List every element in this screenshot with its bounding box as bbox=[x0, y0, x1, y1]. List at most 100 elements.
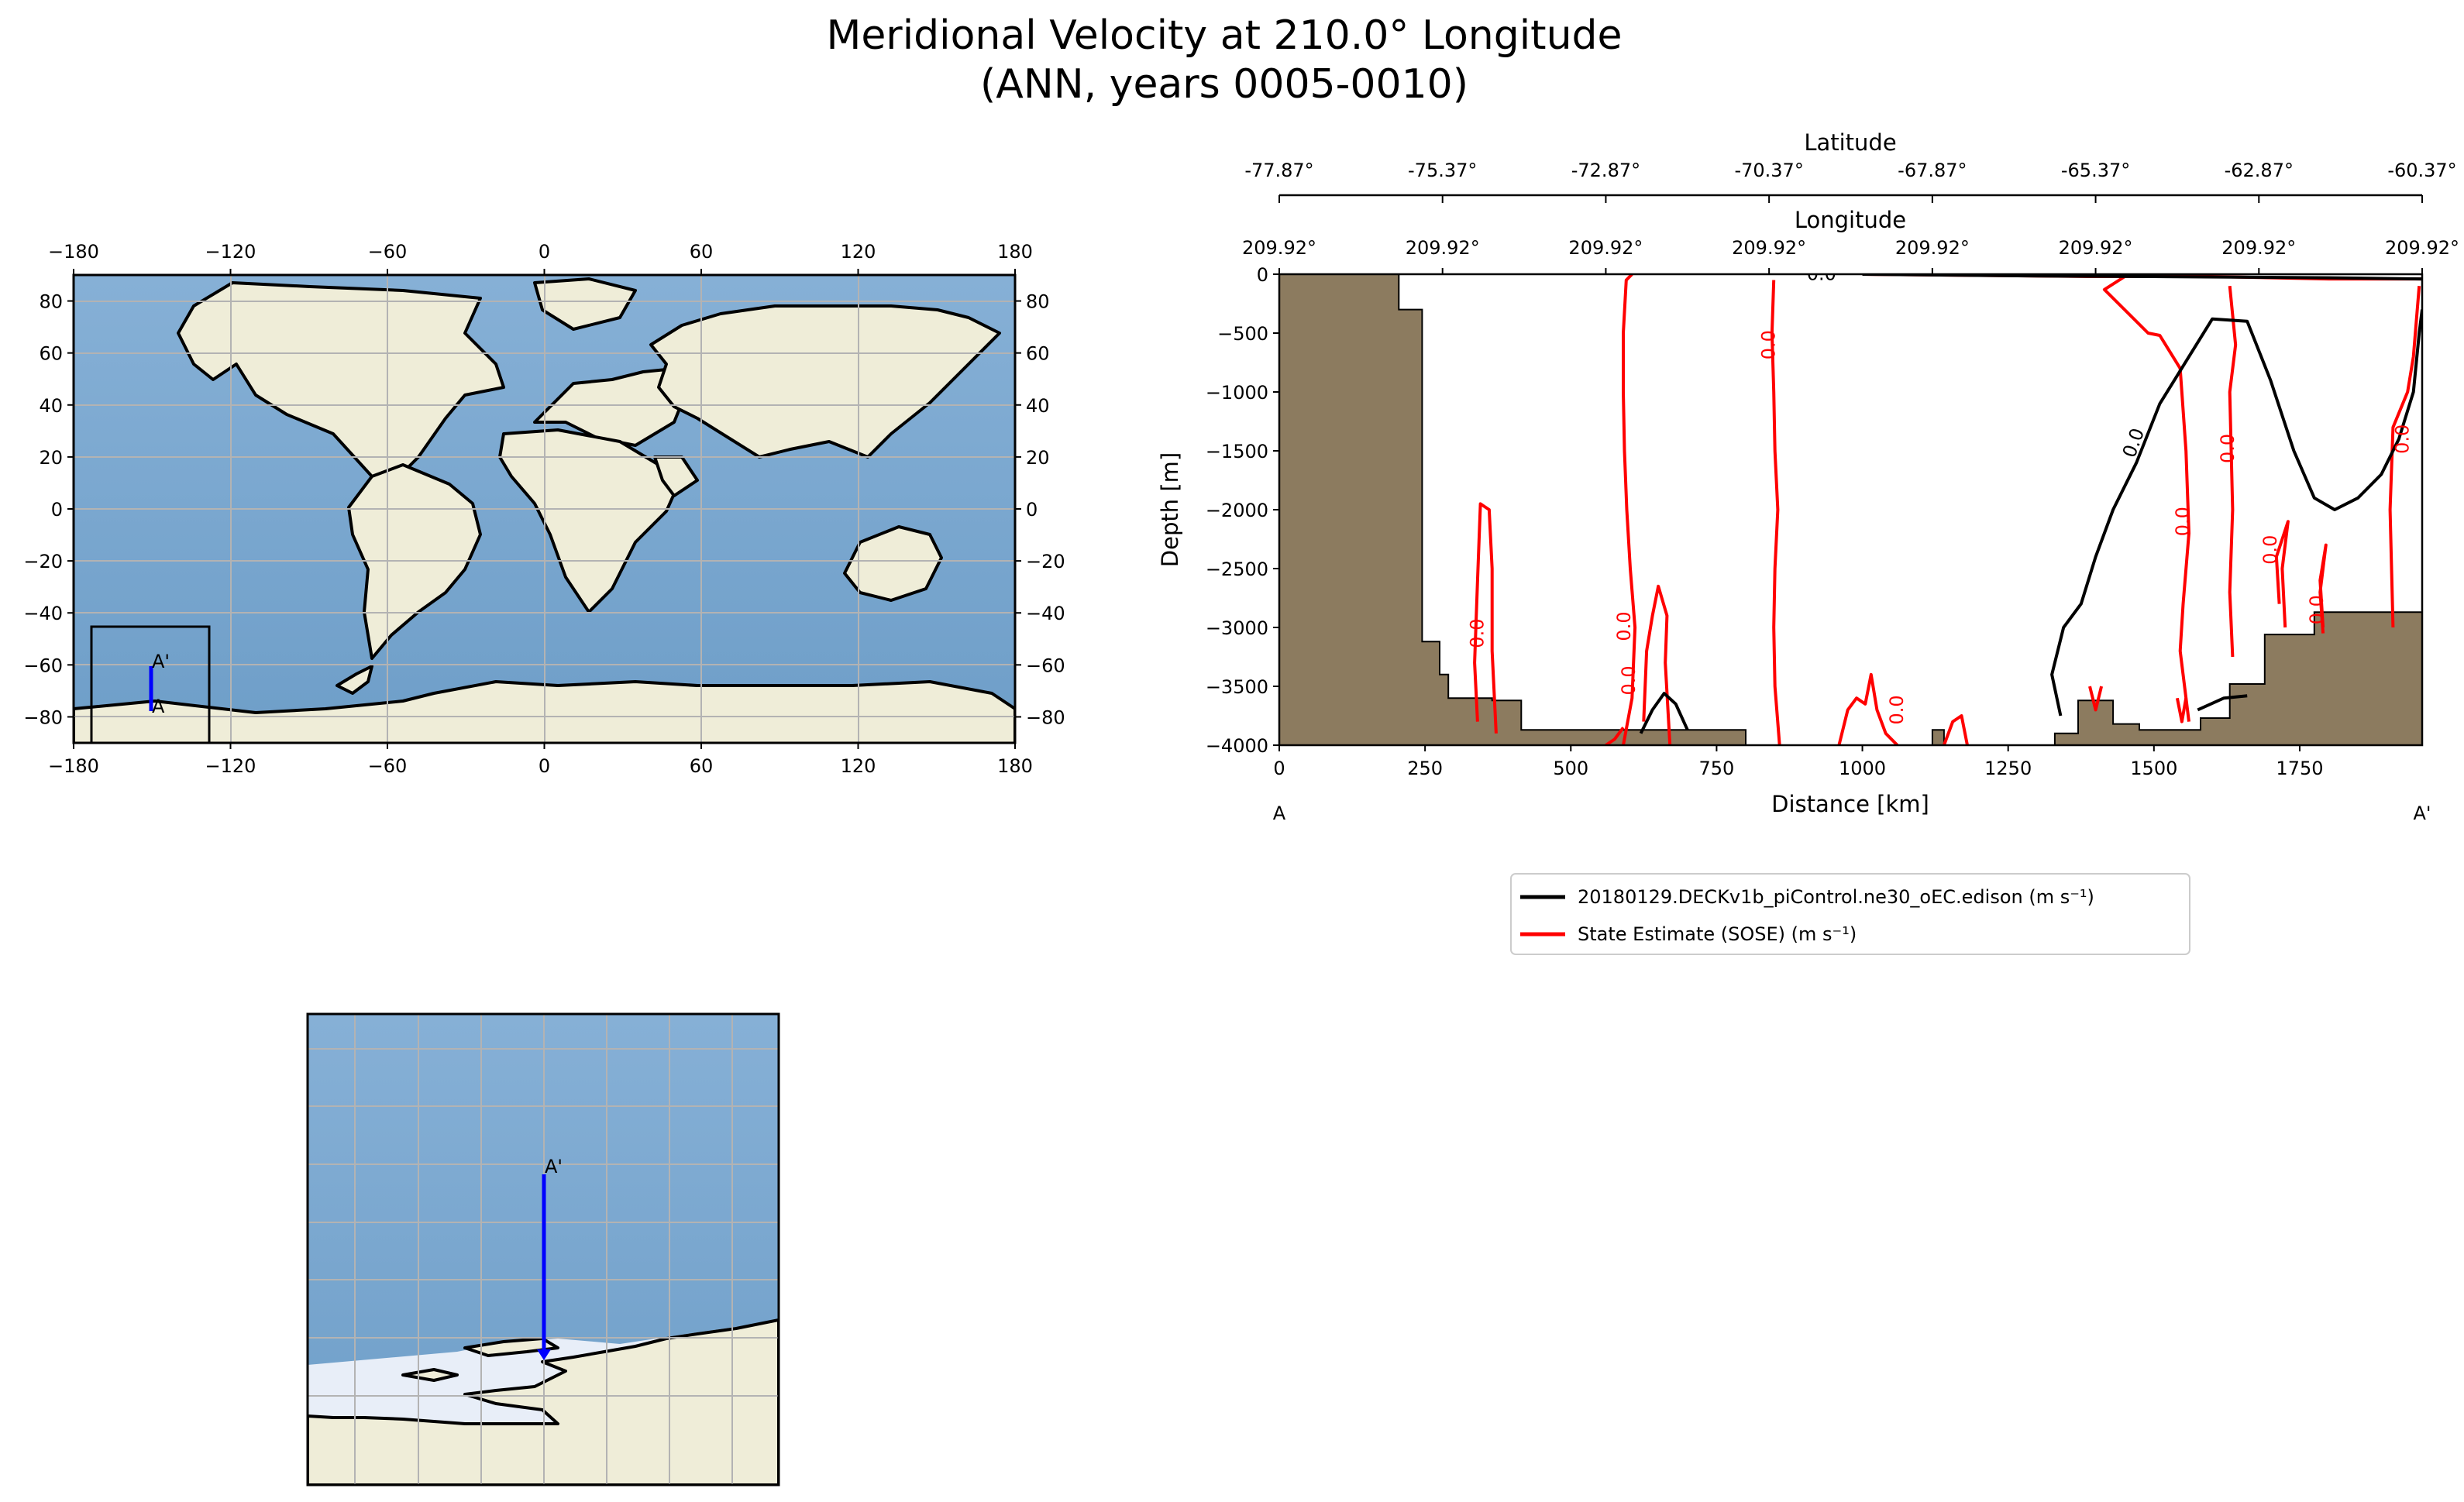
y-tick-label: −2500 bbox=[1206, 559, 1268, 580]
map-right-tick-label: 40 bbox=[1026, 395, 1050, 417]
model-contour-line bbox=[1862, 274, 2422, 281]
map-bottom-tick-label: −180 bbox=[48, 755, 99, 777]
sose-contour-line bbox=[1605, 727, 1625, 745]
sose-contour-line bbox=[1770, 280, 1781, 745]
map-top-tick-label: 60 bbox=[690, 241, 714, 263]
map-bottom-tick-label: −120 bbox=[205, 755, 256, 777]
y-tick-label: −3000 bbox=[1206, 617, 1268, 639]
sose-contour-line bbox=[2088, 686, 2104, 712]
map-right-tick-label: 60 bbox=[1026, 343, 1050, 365]
transect-contours: 0.0 0.00.00.00.00.00.00.00.00.00.00.0 bbox=[1279, 263, 2422, 745]
transect-panel: 0.0 0.00.00.00.00.00.00.00.00.00.00.0 0 25… bbox=[1157, 129, 2459, 955]
longitude-tick-label: 209.92° bbox=[2385, 237, 2459, 259]
map-left-tick-label: 80 bbox=[39, 291, 63, 313]
model-contour-line bbox=[1639, 692, 1689, 734]
map-left-tick-label: 40 bbox=[39, 395, 63, 417]
map-right-tick-label: 20 bbox=[1026, 447, 1050, 469]
map-left-tick-label: −60 bbox=[23, 655, 63, 676]
map-bottom-tick-label: 60 bbox=[690, 755, 714, 777]
sose-contour-value-label: 0.0 bbox=[1886, 695, 1908, 724]
transect-axis-ticks: 0 250 500 750 1000 1250 1500 1750 0 −500 −1000 −150… bbox=[1206, 160, 2459, 779]
x-tick-label: 1500 bbox=[2130, 758, 2177, 779]
sose-contour-line bbox=[2102, 275, 2190, 722]
model-contour-line bbox=[2050, 309, 2422, 717]
sose-contour-line bbox=[2175, 697, 2188, 724]
map-left-tick-label: 60 bbox=[39, 343, 63, 365]
sose-contour-line bbox=[2274, 520, 2290, 628]
longitude-tick-label: 209.92° bbox=[1895, 237, 1970, 259]
y-tick-label: −2000 bbox=[1206, 500, 1268, 521]
x-tick-label: 1000 bbox=[1839, 758, 1886, 779]
sose-contour-value-label: 0.0 bbox=[1758, 330, 1780, 359]
map-left-tick-label: −20 bbox=[23, 551, 63, 572]
map-axis-ticks: −180 −180 −120 −120 −60 −60 0 0 60 60 120 120 180 180… bbox=[23, 241, 1065, 777]
sose-contour-value-label: 0.0 bbox=[1613, 611, 1635, 641]
map-top-tick-label: 180 bbox=[997, 241, 1033, 263]
map-right-tick-label: 0 bbox=[1026, 499, 1038, 521]
map-right-tick-label: −20 bbox=[1026, 551, 1065, 572]
x-tick-label: 750 bbox=[1699, 758, 1735, 779]
transect-label-a-prime: A' bbox=[152, 651, 170, 672]
endpoint-label-a: A bbox=[1273, 803, 1286, 824]
map-right-tick-label: −40 bbox=[1026, 603, 1065, 624]
sose-contour-line bbox=[2228, 286, 2238, 658]
legend-label-model: 20180129.DECKv1b_piControl.ne30_oEC.edis… bbox=[1578, 886, 2094, 908]
map-top-tick-label: 0 bbox=[539, 241, 550, 263]
legend-frame bbox=[1510, 873, 2190, 955]
zoom-map-panel: A' bbox=[306, 1012, 780, 1487]
sose-contour-line bbox=[2318, 543, 2328, 634]
sose-contour-value-label: 0.0 bbox=[2217, 434, 2239, 463]
y-tick-label: −500 bbox=[1217, 323, 1268, 345]
latitude-tick-label: -62.87° bbox=[2225, 160, 2294, 181]
sose-contour-line bbox=[1642, 584, 1672, 745]
sose-contour-value-label: 0.0 bbox=[1466, 619, 1488, 648]
sose-contour-line bbox=[1473, 502, 1498, 734]
map-right-tick-label: −80 bbox=[1026, 706, 1065, 728]
model-contour-value-label: 0.0 bbox=[1807, 263, 1836, 285]
sose-contour-line bbox=[1837, 672, 1899, 745]
x-tick-label: 1250 bbox=[1984, 758, 2032, 779]
sose-contour-value-label: 0.0 bbox=[2172, 507, 2194, 536]
legend-label-obs: State Estimate (SOSE) (m s⁻¹) bbox=[1578, 923, 1857, 945]
transect-plot-area bbox=[1279, 274, 2422, 745]
map-bottom-tick-label: 120 bbox=[841, 755, 876, 777]
sose-contour-value-label: 0.0 bbox=[2259, 535, 2281, 565]
longitude-tick-label: 209.92° bbox=[2221, 237, 2296, 259]
map-top-tick-label: −180 bbox=[48, 241, 99, 263]
map-left-tick-label: 0 bbox=[51, 499, 63, 521]
map-left-tick-label: 20 bbox=[39, 447, 63, 469]
longitude-axis-label: Longitude bbox=[1795, 207, 1906, 233]
longitude-tick-label: 209.92° bbox=[2059, 237, 2133, 259]
inset-region-box bbox=[90, 625, 211, 743]
y-tick-label: −4000 bbox=[1206, 735, 1268, 757]
sose-contour-value-label: 0.0 bbox=[2306, 595, 2328, 624]
seafloor-bathymetry bbox=[1279, 274, 2422, 745]
sose-contour-value-label: 0.0 bbox=[2392, 424, 2414, 454]
legend: 20180129.DECKv1b_piControl.ne30_oEC.edis… bbox=[1510, 873, 2190, 955]
x-tick-label: 500 bbox=[1553, 758, 1588, 779]
longitude-tick-label: 209.92° bbox=[1242, 237, 1316, 259]
latitude-tick-label: -60.37° bbox=[2387, 160, 2456, 181]
map-bottom-tick-label: 180 bbox=[997, 755, 1033, 777]
zoom-map-frame bbox=[306, 1012, 780, 1487]
x-tick-label: 0 bbox=[1273, 758, 1285, 779]
map-top-tick-label: −120 bbox=[205, 241, 256, 263]
map-land bbox=[74, 277, 1015, 743]
zoom-transect-label-a-prime: A' bbox=[545, 1156, 563, 1177]
transect-label-a: A bbox=[152, 696, 165, 717]
y-tick-label: 0 bbox=[1257, 264, 1268, 286]
sose-contour-value-label: 0.0 bbox=[1618, 665, 1640, 695]
y-tick-label: −3500 bbox=[1206, 676, 1268, 698]
x-axis-label: Distance [km] bbox=[1771, 791, 1929, 817]
latitude-tick-label: -77.87° bbox=[1244, 160, 1313, 181]
latitude-tick-label: -70.37° bbox=[1734, 160, 1803, 181]
map-bottom-tick-label: −60 bbox=[368, 755, 408, 777]
latitude-tick-label: -75.37° bbox=[1408, 160, 1477, 181]
latitude-tick-label: -67.87° bbox=[1898, 160, 1967, 181]
longitude-tick-label: 209.92° bbox=[1732, 237, 1806, 259]
endpoint-label-a-prime: A' bbox=[2413, 803, 2431, 824]
sose-contour-line bbox=[1622, 274, 1637, 745]
latitude-axis-label: Latitude bbox=[1804, 129, 1896, 156]
map-bottom-tick-label: 0 bbox=[539, 755, 550, 777]
map-top-tick-label: 120 bbox=[841, 241, 876, 263]
